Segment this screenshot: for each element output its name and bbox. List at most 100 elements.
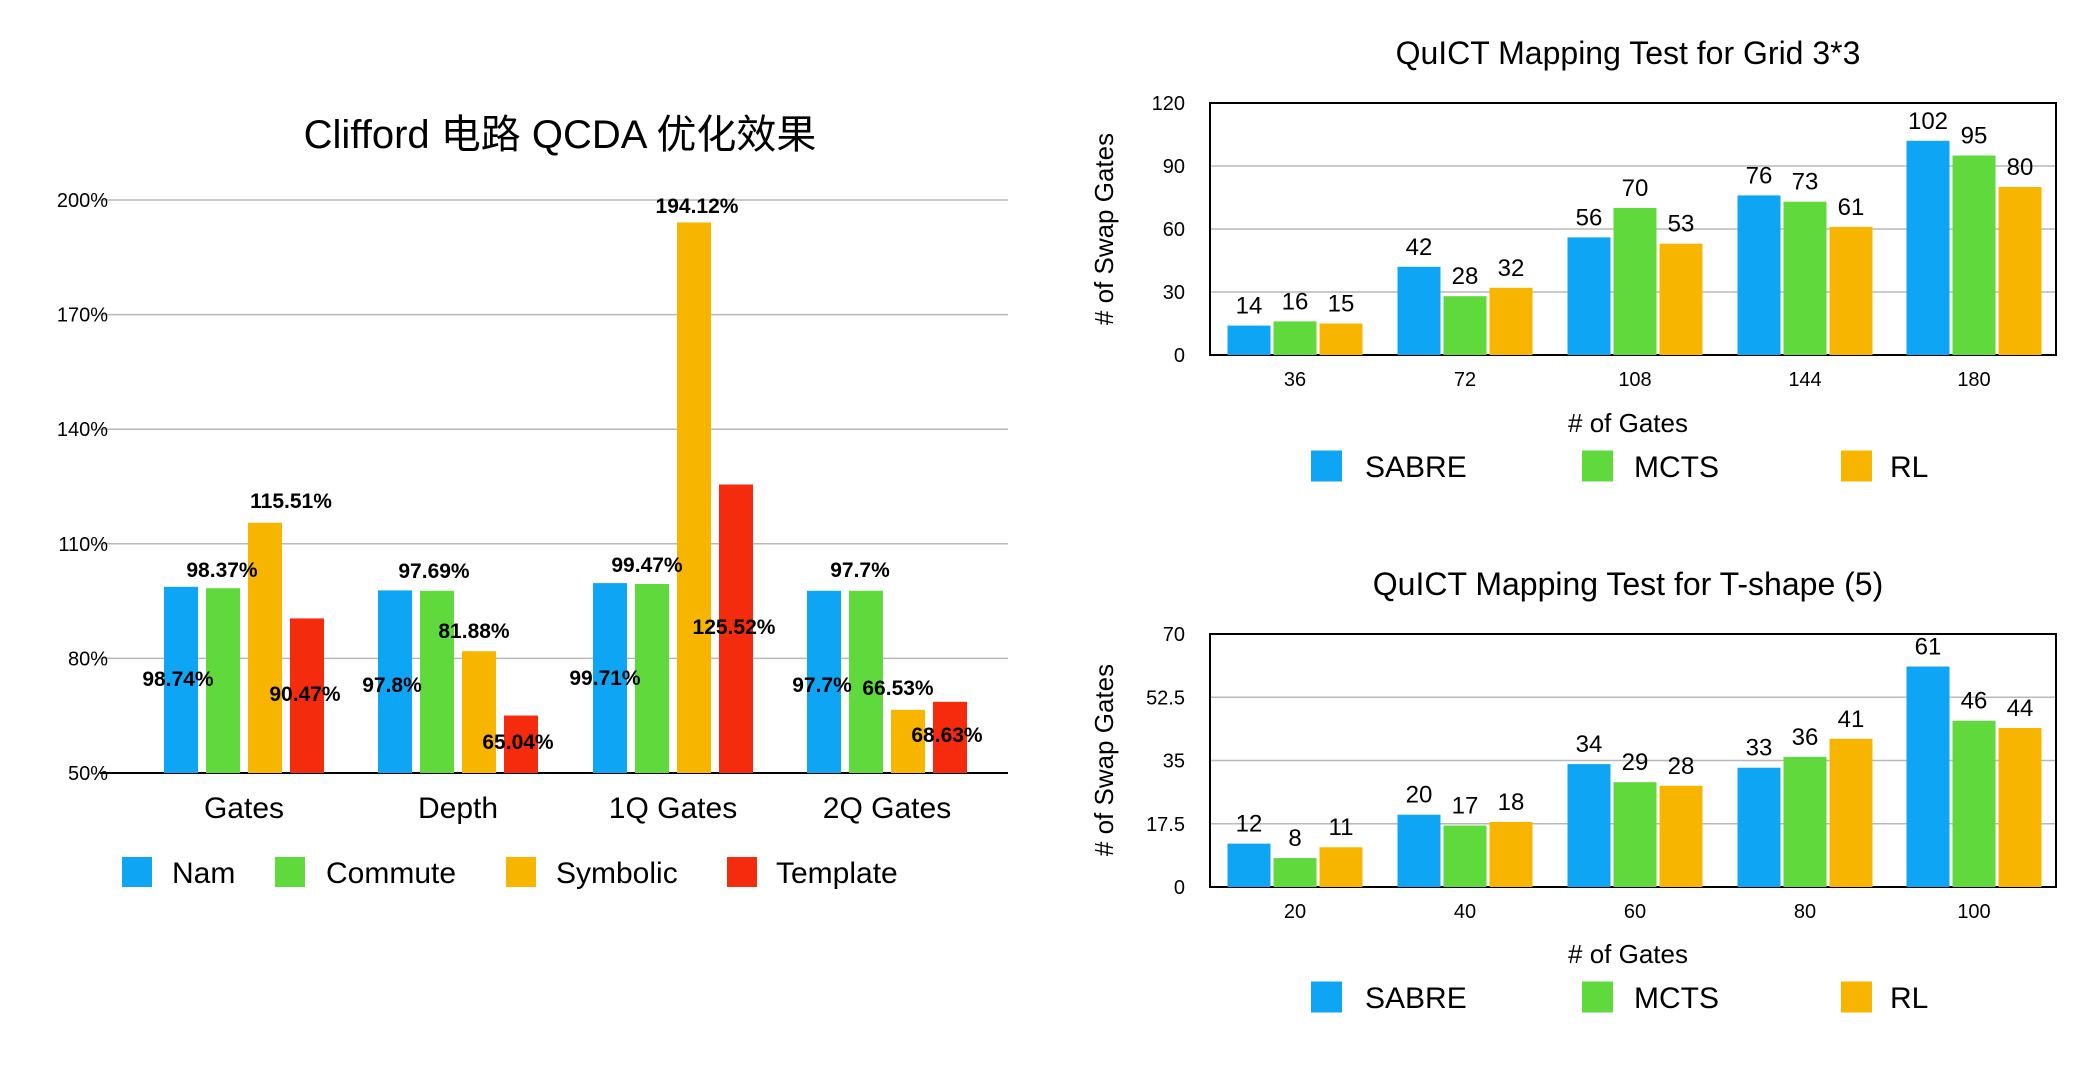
- grid-mapping-data-label: 61: [1838, 194, 1865, 221]
- tshape-mapping-bar: [1489, 821, 1533, 887]
- clifford-data-label: 115.51%: [250, 490, 332, 513]
- clifford-bar: [635, 584, 669, 773]
- clifford-legend-swatch: [275, 857, 305, 887]
- grid-mapping-bar: [1273, 321, 1317, 355]
- clifford-bar: [378, 590, 412, 773]
- tshape-mapping-y-tick-label: 17.5: [1146, 814, 1185, 836]
- grid-mapping-bar: [1227, 325, 1271, 355]
- grid-mapping-x-tick-label: 108: [1618, 369, 1651, 391]
- grid-mapping-y-axis-label: # of Swap Gates: [1089, 133, 1119, 325]
- grid-mapping-y-tick-label: 120: [1152, 93, 1185, 115]
- tshape-mapping-data-labels: 20 40 60 80 100 12 20 34 33 61 8 17 29 36 46 11 18 28 41 44: [1236, 634, 2034, 923]
- grid-mapping-legend-swatch: [1311, 450, 1342, 482]
- tshape-mapping-legend-label: SABRE: [1365, 982, 1467, 1015]
- clifford-data-label: 99.71%: [569, 667, 641, 690]
- grid-mapping-data-label: 14: [1236, 293, 1263, 320]
- grid-mapping-chart: QuICT Mapping Test for Grid 3*3 # of Swa…: [1089, 35, 2057, 484]
- clifford-bar: [807, 590, 841, 773]
- tshape-mapping-y-axis-label: # of Swap Gates: [1089, 664, 1119, 856]
- tshape-mapping-legend-label: RL: [1890, 982, 1928, 1015]
- clifford-bar: [420, 590, 454, 773]
- grid-mapping-x-tick-label: 180: [1957, 369, 1990, 391]
- tshape-mapping-data-label: 29: [1622, 749, 1649, 776]
- grid-mapping-bar: [1613, 208, 1657, 355]
- tshape-mapping-bar: [1659, 785, 1703, 887]
- clifford-legend-label: Nam: [172, 857, 235, 890]
- tshape-mapping-legend-swatch: [1311, 981, 1342, 1013]
- grid-mapping-data-label: 15: [1328, 291, 1355, 318]
- tshape-mapping-y-tick-label: 70: [1163, 624, 1185, 646]
- clifford-bar: [593, 583, 627, 773]
- tshape-mapping-bar: [1737, 767, 1781, 887]
- tshape-mapping-bar: [1783, 756, 1827, 887]
- tshape-mapping-x-tick-label: 20: [1284, 901, 1306, 923]
- tshape-mapping-data-label: 33: [1746, 735, 1773, 762]
- clifford-data-label: 99.47%: [611, 554, 683, 577]
- clifford-x-tick-label: Depth: [418, 792, 498, 825]
- tshape-mapping-bar: [1998, 727, 2042, 887]
- clifford-legend: Nam Commute Symbolic Template: [122, 857, 898, 890]
- clifford-bar: [891, 709, 925, 773]
- grid-mapping-bar: [1567, 237, 1611, 355]
- clifford-y-tick-label: 140%: [57, 419, 108, 441]
- clifford-y-tick-label: 200%: [57, 190, 108, 212]
- tshape-mapping-data-label: 44: [2007, 695, 2034, 722]
- clifford-chart: Clifford 电路 QCDA 优化效果 50% 80% 110% 140% 170%…: [57, 113, 1008, 890]
- grid-mapping-data-label: 56: [1576, 204, 1603, 231]
- tshape-mapping-legend: SABRE MCTS RL: [1311, 981, 1928, 1015]
- grid-mapping-chart-title: QuICT Mapping Test for Grid 3*3: [1396, 35, 1861, 71]
- grid-mapping-data-label: 28: [1452, 263, 1479, 290]
- clifford-data-label: 90.47%: [269, 683, 341, 706]
- clifford-legend-label: Commute: [326, 857, 456, 890]
- grid-mapping-bar: [1998, 187, 2042, 355]
- grid-mapping-data-label: 73: [1792, 169, 1819, 196]
- clifford-y-tick-label: 110%: [58, 534, 108, 556]
- clifford-bar: [164, 586, 198, 773]
- grid-mapping-x-tick-label: 36: [1284, 369, 1306, 391]
- clifford-data-label: 97.7%: [792, 674, 852, 697]
- tshape-mapping-bar: [1906, 666, 1950, 887]
- grid-mapping-data-label: 102: [1908, 108, 1948, 135]
- clifford-legend-swatch: [122, 857, 152, 887]
- grid-mapping-bar: [1397, 266, 1441, 355]
- clifford-bar: [719, 484, 753, 773]
- tshape-mapping-x-tick-label: 100: [1957, 901, 1990, 923]
- grid-mapping-data-label: 76: [1746, 162, 1773, 189]
- clifford-data-label: 194.12%: [656, 195, 739, 218]
- clifford-legend-label: Symbolic: [556, 857, 678, 890]
- tshape-mapping-data-label: 41: [1838, 706, 1865, 733]
- clifford-data-labels: Gates Depth 1Q Gates 2Q Gates 98.74% 97.8% 99.…: [142, 195, 983, 825]
- tshape-mapping-data-label: 34: [1576, 731, 1603, 758]
- clifford-data-label: 97.8%: [362, 674, 422, 697]
- clifford-bar: [504, 715, 538, 773]
- tshape-mapping-bar: [1443, 825, 1487, 887]
- clifford-bar: [290, 618, 324, 773]
- clifford-bar: [462, 651, 496, 773]
- tshape-mapping-data-label: 46: [1961, 688, 1988, 715]
- clifford-data-label: 98.37%: [186, 559, 258, 582]
- tshape-mapping-bar: [1319, 847, 1363, 887]
- grid-mapping-legend-label: MCTS: [1634, 451, 1719, 484]
- clifford-data-label: 98.74%: [142, 668, 214, 691]
- grid-mapping-bar: [1489, 287, 1533, 355]
- grid-mapping-legend: SABRE MCTS RL: [1311, 450, 1928, 484]
- clifford-data-label: 81.88%: [438, 620, 510, 643]
- tshape-mapping-bar: [1829, 738, 1873, 887]
- tshape-mapping-data-label: 8: [1288, 825, 1301, 852]
- tshape-mapping-x-tick-label: 60: [1624, 901, 1646, 923]
- grid-mapping-bars: [1227, 140, 2042, 355]
- tshape-mapping-x-tick-label: 40: [1454, 901, 1476, 923]
- clifford-data-label: 97.69%: [398, 560, 470, 583]
- grid-mapping-data-label: 16: [1282, 288, 1309, 315]
- clifford-data-label: 125.52%: [693, 616, 776, 639]
- tshape-mapping-x-axis-label: # of Gates: [1568, 939, 1688, 969]
- clifford-bar: [248, 522, 282, 773]
- grid-mapping-bar: [1906, 140, 1950, 355]
- clifford-x-tick-label: 2Q Gates: [823, 792, 951, 825]
- tshape-mapping-bar: [1397, 814, 1441, 887]
- grid-mapping-data-label: 32: [1498, 255, 1525, 282]
- tshape-mapping-bar: [1613, 782, 1657, 887]
- tshape-mapping-data-label: 61: [1915, 634, 1942, 661]
- grid-mapping-bar: [1319, 323, 1363, 355]
- tshape-mapping-legend-swatch: [1841, 981, 1872, 1013]
